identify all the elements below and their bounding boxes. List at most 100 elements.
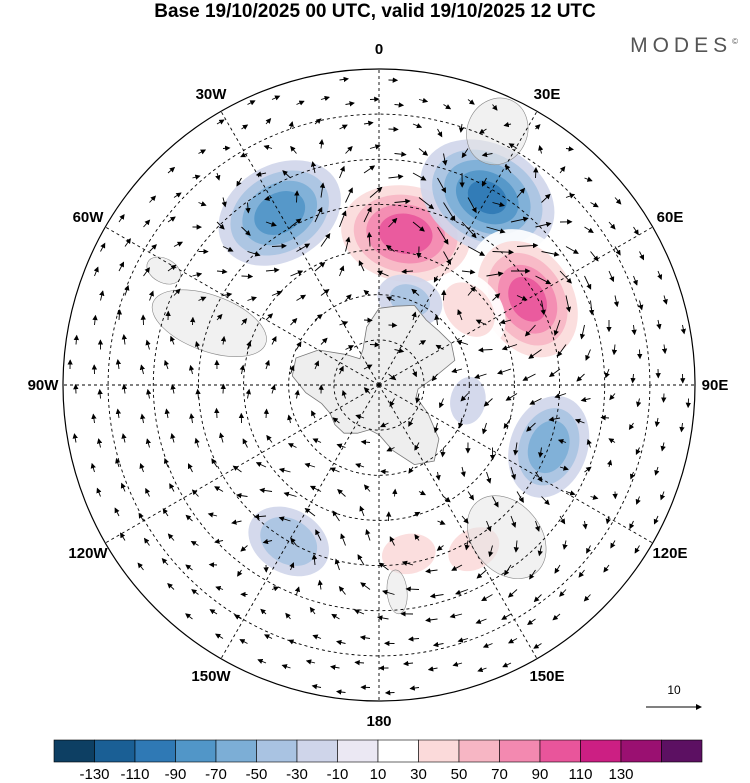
wind-arrow (606, 459, 613, 468)
wind-arrow (149, 244, 157, 252)
wind-arrow (389, 398, 395, 407)
wind-arrow (290, 145, 297, 154)
longitude-label: 30E (534, 86, 561, 103)
wind-arrow (192, 272, 203, 278)
anomaly-contour (527, 420, 570, 474)
wind-arrow (604, 368, 610, 379)
colorbar-tick-label: 50 (451, 766, 468, 783)
wind-arrow (427, 666, 438, 672)
wind-arrow (513, 442, 519, 456)
wind-arrow (535, 471, 543, 483)
wind-arrow (503, 121, 512, 128)
latitude-circle (152, 158, 606, 612)
wind-arrow (264, 195, 273, 201)
wind-arrow (610, 540, 616, 549)
wind-arrow (296, 294, 307, 301)
wind-arrow (662, 295, 668, 305)
wind-arrow (222, 246, 234, 252)
wind-arrow (492, 249, 514, 255)
wind-arrow (236, 177, 242, 187)
wind-arrow (464, 540, 470, 551)
wind-arrow (170, 433, 176, 443)
wind-arrow (590, 202, 599, 208)
wind-arrow (504, 564, 512, 576)
wind-arrow (553, 319, 561, 336)
wind-arrow (442, 153, 448, 166)
wind-arrow (137, 562, 144, 571)
wind-arrow (221, 197, 227, 208)
wind-arrow (265, 267, 280, 273)
wind-arrow (492, 201, 505, 208)
colorbar-swatch (458, 739, 500, 763)
wind-arrow (388, 217, 398, 228)
wind-arrow (97, 388, 103, 399)
wind-arrow (124, 284, 130, 296)
wind-arrow (458, 417, 464, 429)
wind-arrow (145, 339, 151, 350)
colorbar-tick-label: -110 (121, 766, 150, 783)
wind-arrow (281, 664, 291, 670)
wind-arrow (661, 393, 667, 403)
meridian-line (105, 226, 380, 386)
longitude-label: 90W (28, 377, 60, 394)
wind-arrow (241, 273, 254, 280)
wind-arrow (590, 494, 599, 500)
wind-arrow (145, 487, 151, 497)
wind-arrow (259, 487, 273, 494)
wind-arrow (411, 311, 417, 321)
wind-arrow (161, 558, 169, 566)
wind-arrow (388, 174, 404, 180)
wind-arrow (579, 324, 586, 340)
wind-arrow (345, 345, 355, 351)
wind-arrow (118, 213, 125, 223)
wind-arrow (263, 408, 269, 419)
wind-arrow (288, 639, 297, 645)
wind-arrow (540, 300, 546, 316)
wind-arrow (339, 321, 349, 327)
wind-arrow (143, 219, 151, 228)
wind-arrow (608, 221, 616, 230)
wind-arrow (294, 389, 300, 399)
wind-arrow (516, 242, 539, 249)
colorbar-swatch (620, 739, 662, 763)
map-border (62, 68, 696, 702)
wind-arrow (169, 483, 175, 492)
longitude-label: 60W (73, 209, 105, 226)
wind-arrow (331, 613, 340, 620)
colorbar-tick-label: 130 (608, 766, 633, 783)
wind-arrow (337, 488, 346, 497)
wind-arrow (435, 344, 444, 350)
longitude-label: 180 (366, 713, 391, 730)
colorbar-swatch (134, 739, 176, 763)
wind-arrow (194, 437, 200, 448)
wind-arrow (345, 101, 355, 107)
wind-arrow (394, 102, 405, 108)
wind-arrow (191, 589, 199, 595)
wind-arrow (145, 438, 151, 448)
wind-arrow (481, 422, 488, 435)
meridian-line (220, 384, 380, 659)
wind-arrow (195, 388, 201, 399)
wind-arrow (355, 463, 365, 469)
wind-arrow (189, 413, 195, 424)
latitude-circle (333, 339, 425, 431)
wind-arrow (216, 268, 228, 275)
wind-arrow (474, 373, 487, 379)
wind-arrow (216, 221, 225, 230)
wind-arrow (388, 126, 399, 132)
wind-arrow (629, 471, 635, 480)
wind-arrow (492, 496, 499, 508)
wind-arrow (163, 457, 169, 468)
wind-arrow (482, 642, 493, 648)
wind-arrow (146, 388, 152, 399)
wind-arrow (522, 373, 536, 381)
wind-arrow (363, 165, 376, 174)
wind-arrow (366, 231, 373, 247)
wind-arrow (584, 466, 592, 473)
wind-arrow (173, 288, 181, 296)
wind-arrow (552, 613, 561, 621)
wind-arrow (505, 393, 518, 401)
wind-arrow (451, 367, 463, 374)
longitude-label: 60E (657, 209, 684, 226)
wind-arrow (305, 659, 316, 665)
